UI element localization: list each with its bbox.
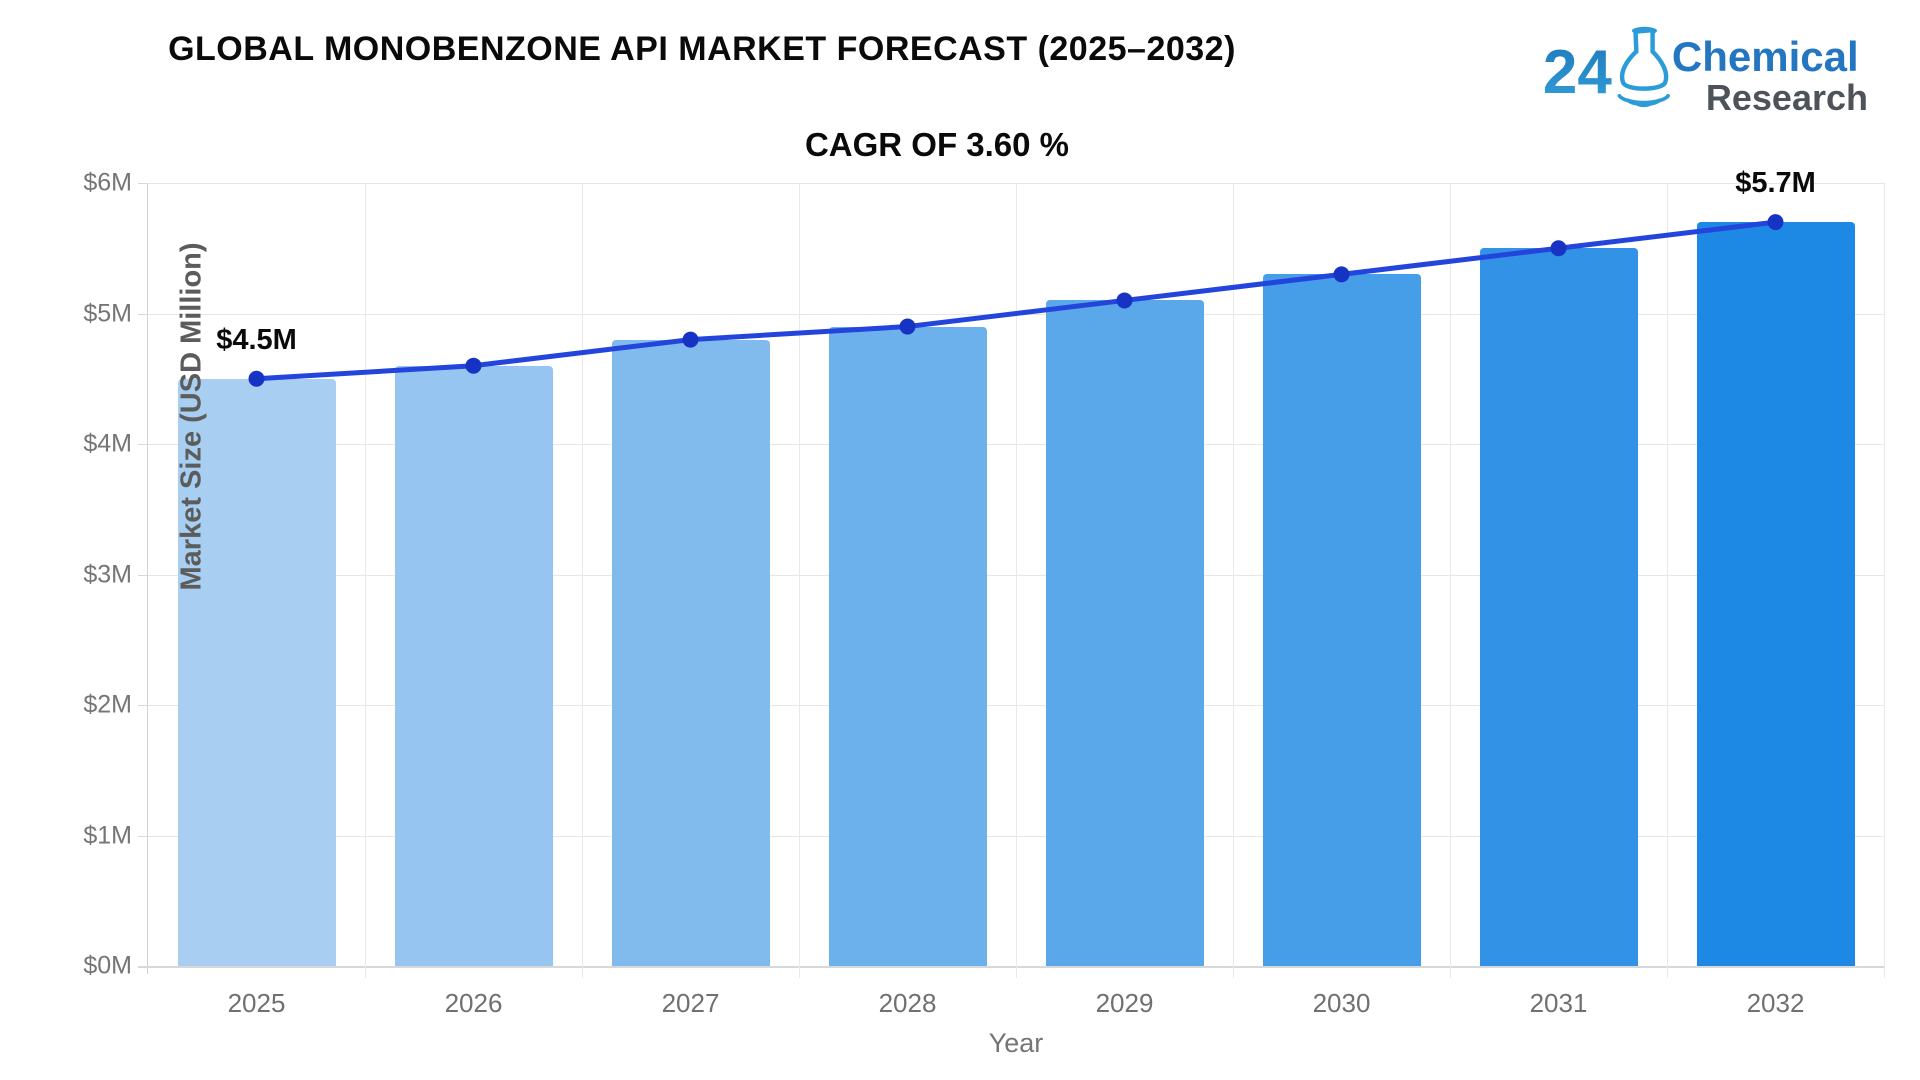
bar-2030[interactable] [1262, 274, 1421, 966]
x-tick-label: 2031 [1529, 988, 1588, 1018]
y-tick-label: $3M [83, 560, 132, 588]
y-tick-mark [138, 444, 148, 445]
bar-2031[interactable] [1479, 248, 1638, 966]
x-tick-label: 2029 [1095, 988, 1154, 1018]
data-label-2032: $5.7M [1735, 167, 1816, 200]
bar-2026[interactable] [394, 365, 553, 966]
x-tick-label: 2025 [227, 988, 286, 1018]
bar-2027[interactable] [611, 339, 770, 966]
y-tick-mark [138, 966, 148, 967]
y-tick-label: $4M [83, 429, 132, 458]
x-tick-label: 2028 [878, 988, 937, 1018]
bar-2028[interactable] [828, 326, 987, 966]
y-tick-mark [138, 835, 148, 837]
x-tick-label: 2030 [1312, 988, 1371, 1018]
logo-number: 24 [1543, 30, 1612, 116]
v-gridline [1016, 183, 1017, 978]
cagr-annotation: CAGR OF 3.60 % [804, 126, 1070, 163]
y-tick-mark [138, 705, 148, 706]
y-tick-mark [138, 183, 148, 184]
v-gridline [1667, 183, 1668, 978]
v-gridline [1450, 183, 1451, 978]
y-tick-label: $6M [83, 168, 132, 197]
logo-word-chemical: Chemical [1671, 33, 1859, 80]
v-gridline [1233, 183, 1234, 978]
v-gridline [799, 183, 800, 978]
v-gridline [365, 183, 366, 978]
x-axis-title: Year [988, 1028, 1044, 1058]
v-gridline [1884, 183, 1885, 978]
y-axis-line [147, 183, 148, 974]
x-tick-label: 2026 [444, 988, 503, 1018]
y-tick-label: $5M [83, 299, 132, 327]
erlenmeyer-flask-icon [1617, 26, 1670, 108]
bar-2032[interactable] [1696, 222, 1855, 966]
data-label-2025: $4.5M [216, 323, 297, 356]
bar-2025[interactable] [177, 378, 336, 966]
y-tick-label: $2M [83, 690, 132, 719]
x-axis-line [138, 966, 1884, 968]
x-tick-label: 2027 [661, 988, 720, 1018]
x-tick-label: 2032 [1746, 988, 1805, 1018]
bar-2029[interactable] [1045, 300, 1204, 966]
v-gridline [582, 183, 583, 978]
plot-area[interactable]: $0M $1M $2M $3M $4M $5M $6M 2025 $4.5M 2026 2027 20… [83, 167, 1885, 1018]
logo-word-research: Research [1705, 77, 1868, 118]
y-tick-mark [138, 574, 148, 576]
y-tick-mark [138, 313, 148, 315]
page-title: GLOBAL MONOBENZONE API MARKET FORECAST (… [168, 30, 1236, 68]
y-axis-title: Market Size (USD Million) [175, 242, 208, 591]
y-tick-label: $1M [83, 821, 132, 849]
y-tick-label: $0M [83, 951, 132, 980]
company-logo: 24 Chemical Research [1543, 22, 1868, 118]
